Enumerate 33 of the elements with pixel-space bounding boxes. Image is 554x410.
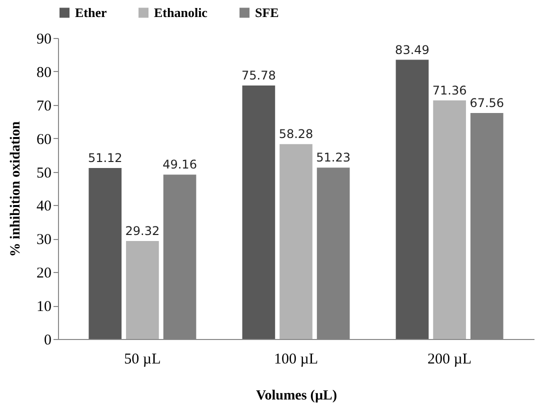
legend-label: Ethanolic: [154, 4, 208, 20]
bar: [242, 86, 276, 339]
data-label: 67.56: [470, 96, 504, 110]
data-label: 51.23: [316, 150, 350, 165]
x-axis-title: Volumes (µL): [256, 388, 338, 404]
bar: [280, 144, 312, 339]
bar: [126, 240, 159, 339]
y-axis-title: % inhibition oxidation: [8, 121, 24, 257]
legend-label: SFE: [255, 4, 279, 20]
y-tick-label: 30: [36, 232, 52, 248]
bar: [396, 60, 429, 339]
y-tick-label: 80: [36, 64, 52, 81]
y-tick-label: 0: [44, 332, 52, 348]
x-tick-label: 200 µL: [428, 352, 472, 368]
x-tick-label: 50 µL: [124, 352, 161, 368]
bar: [88, 168, 122, 339]
data-label: 75.78: [242, 68, 276, 83]
y-tick-label: 70: [36, 98, 52, 114]
legend-label: Ether: [75, 4, 107, 20]
y-tick-label: 60: [36, 132, 52, 148]
data-label: 29.32: [125, 224, 160, 238]
bar: [433, 100, 466, 339]
data-label: 58.28: [278, 127, 314, 142]
y-tick-label: 50: [36, 165, 52, 182]
data-label: 49.16: [162, 158, 197, 172]
y-tick-label: 90: [36, 32, 52, 48]
y-tick-label: 20: [36, 266, 52, 282]
data-label: 83.49: [395, 42, 430, 57]
data-label: 71.36: [432, 83, 467, 98]
y-tick-label: 10: [36, 299, 52, 316]
y-tick-label: 40: [36, 198, 52, 215]
data-label: 51.12: [88, 151, 122, 166]
x-tick-label: 100 µL: [274, 352, 318, 368]
